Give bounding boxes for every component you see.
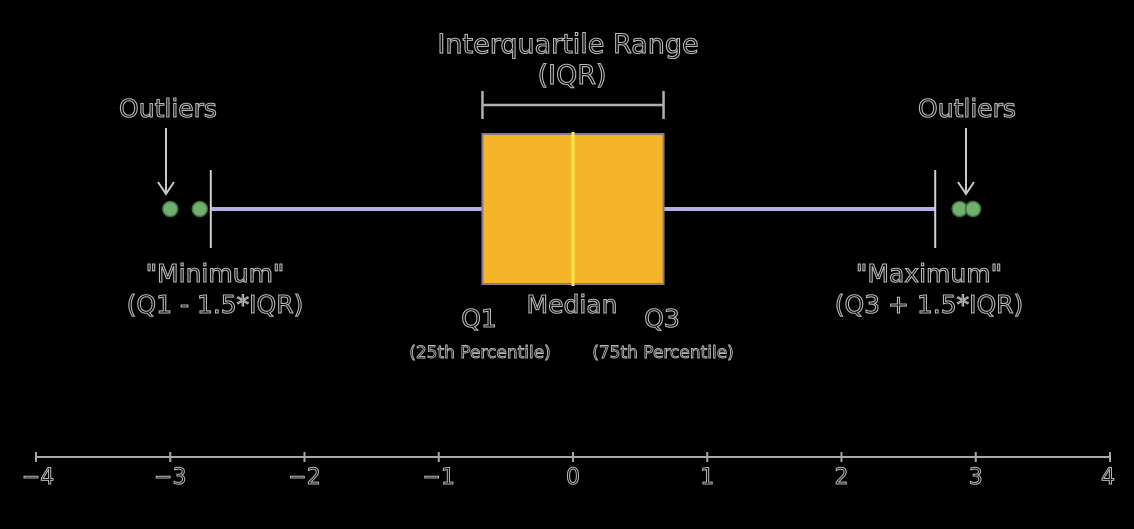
outlier-arrow-right xyxy=(957,128,975,196)
axis-tick-label: 4 xyxy=(1101,465,1115,490)
axis-tick-label: 2 xyxy=(835,465,849,490)
minimum-label: "Minimum" xyxy=(146,259,285,288)
axis-tick-label: 3 xyxy=(969,465,983,490)
median-label: Median xyxy=(527,290,618,319)
axis-tick-label: −4 xyxy=(22,465,54,490)
outlier-arrows xyxy=(157,128,975,196)
axis-tick-label: −1 xyxy=(423,465,455,490)
axis-tick-label: −2 xyxy=(288,465,320,490)
outlier-point xyxy=(964,200,982,218)
q1-percentile-label: (25th Percentile) xyxy=(409,343,551,363)
boxplot xyxy=(162,132,982,286)
q1-label: Q1 xyxy=(461,304,497,333)
maximum-label: "Maximum" xyxy=(856,259,1002,288)
q3-label: Q3 xyxy=(644,304,680,333)
q3-percentile-label: (75th Percentile) xyxy=(592,343,734,363)
outlier-arrow-left xyxy=(157,128,175,196)
outlier-point xyxy=(191,200,209,218)
arrow-head xyxy=(157,181,175,196)
iqr-title: Interquartile Range xyxy=(437,29,698,60)
arrow-head xyxy=(957,181,975,196)
outliers-right-label: Outliers xyxy=(918,94,1016,123)
maximum-formula: (Q3 + 1.5*IQR) xyxy=(835,290,1024,319)
iqr-abbrev: (IQR) xyxy=(537,60,606,91)
number-line-axis: −4 −3 −2 −1 0 1 2 3 4 xyxy=(21,452,1116,491)
axis-tick-label: 0 xyxy=(566,465,580,490)
outliers-left-label: Outliers xyxy=(119,94,217,123)
minimum-formula: (Q1 - 1.5*IQR) xyxy=(127,290,304,319)
outlier-point xyxy=(162,200,179,218)
axis-tick-label: 1 xyxy=(700,465,714,490)
iqr-bracket xyxy=(481,91,665,119)
axis-tick-label: −3 xyxy=(154,465,186,490)
